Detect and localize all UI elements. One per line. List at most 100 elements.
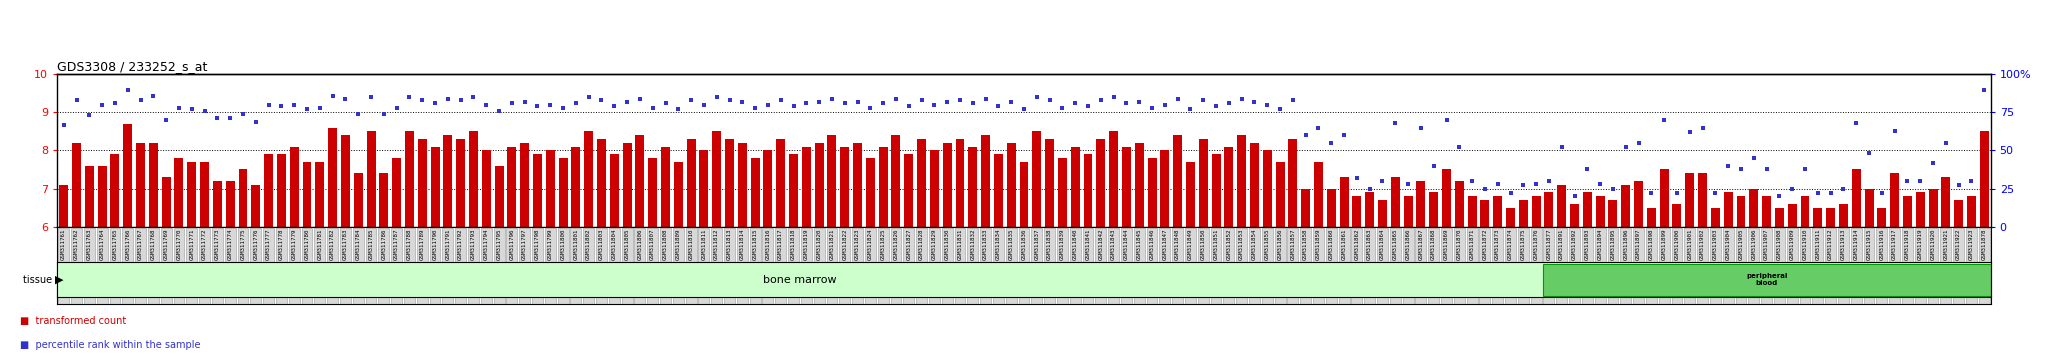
FancyBboxPatch shape	[174, 228, 184, 304]
Text: GSM311859: GSM311859	[1317, 229, 1321, 261]
Text: GSM311802: GSM311802	[586, 229, 592, 261]
FancyBboxPatch shape	[711, 228, 723, 304]
Text: GSM311854: GSM311854	[1251, 229, 1257, 261]
Text: GSM311896: GSM311896	[1624, 229, 1628, 261]
Bar	[264, 154, 272, 227]
FancyBboxPatch shape	[250, 228, 262, 304]
Bar	[1595, 196, 1606, 227]
FancyBboxPatch shape	[1851, 228, 1862, 304]
Bar	[891, 135, 901, 227]
FancyBboxPatch shape	[827, 228, 838, 304]
FancyBboxPatch shape	[72, 228, 82, 304]
FancyBboxPatch shape	[1018, 228, 1030, 304]
FancyBboxPatch shape	[1237, 228, 1247, 304]
Bar	[1403, 196, 1413, 227]
FancyBboxPatch shape	[891, 228, 901, 304]
Text: GSM311845: GSM311845	[1137, 229, 1141, 261]
Text: GSM311872: GSM311872	[1483, 229, 1487, 261]
Bar	[162, 177, 170, 227]
Bar	[1327, 188, 1335, 227]
Text: GSM311780: GSM311780	[305, 229, 309, 261]
Bar	[1583, 192, 1591, 227]
FancyBboxPatch shape	[109, 228, 121, 304]
FancyBboxPatch shape	[199, 228, 211, 304]
Bar	[1288, 139, 1296, 227]
Text: GSM311791: GSM311791	[444, 229, 451, 261]
Text: GSM311796: GSM311796	[510, 229, 514, 261]
FancyBboxPatch shape	[864, 228, 877, 304]
Bar	[827, 135, 836, 227]
FancyBboxPatch shape	[96, 228, 109, 304]
Bar	[135, 143, 145, 227]
Bar	[1391, 177, 1399, 227]
Bar	[1839, 204, 1847, 227]
Bar	[1454, 181, 1464, 227]
Bar	[956, 139, 965, 227]
FancyBboxPatch shape	[1659, 228, 1669, 304]
Bar	[803, 147, 811, 227]
Bar	[1864, 188, 1874, 227]
FancyBboxPatch shape	[879, 228, 889, 304]
FancyBboxPatch shape	[352, 228, 365, 304]
Bar	[1468, 196, 1477, 227]
Bar	[1378, 200, 1386, 227]
Bar	[547, 150, 555, 227]
Text: GSM311895: GSM311895	[1610, 229, 1616, 261]
FancyBboxPatch shape	[1671, 228, 1681, 304]
FancyBboxPatch shape	[1761, 228, 1772, 304]
Text: GSM311799: GSM311799	[547, 229, 553, 261]
FancyBboxPatch shape	[1415, 228, 1425, 304]
Bar	[1147, 158, 1157, 227]
Bar	[174, 158, 184, 227]
FancyBboxPatch shape	[1876, 228, 1888, 304]
Text: GSM311787: GSM311787	[393, 229, 399, 261]
Bar	[1749, 188, 1759, 227]
Bar	[737, 143, 748, 227]
Bar	[289, 147, 299, 227]
FancyBboxPatch shape	[1903, 228, 1913, 304]
FancyBboxPatch shape	[262, 228, 274, 304]
FancyBboxPatch shape	[1493, 228, 1503, 304]
FancyBboxPatch shape	[403, 228, 416, 304]
Text: GSM311789: GSM311789	[420, 229, 424, 261]
FancyBboxPatch shape	[147, 228, 160, 304]
FancyBboxPatch shape	[1108, 228, 1118, 304]
Text: GSM311918: GSM311918	[1905, 229, 1911, 261]
FancyBboxPatch shape	[1442, 228, 1452, 304]
FancyBboxPatch shape	[967, 228, 979, 304]
Bar	[1903, 196, 1913, 227]
Bar	[532, 154, 543, 227]
Text: GSM311873: GSM311873	[1495, 229, 1501, 261]
Bar	[1212, 154, 1221, 227]
Bar	[1942, 177, 1950, 227]
Text: GSM311922: GSM311922	[1956, 229, 1962, 261]
FancyBboxPatch shape	[1352, 228, 1362, 304]
Text: GSM311814: GSM311814	[739, 229, 745, 261]
Bar	[225, 181, 236, 227]
FancyBboxPatch shape	[1864, 228, 1874, 304]
Text: GSM311849: GSM311849	[1188, 229, 1192, 261]
Text: GSM311871: GSM311871	[1470, 229, 1475, 261]
Text: GSM311806: GSM311806	[637, 229, 643, 261]
Bar	[866, 158, 874, 227]
FancyBboxPatch shape	[1608, 228, 1618, 304]
Text: GSM311839: GSM311839	[1061, 229, 1065, 261]
Text: GSM311805: GSM311805	[625, 229, 629, 261]
Bar	[674, 162, 682, 227]
FancyBboxPatch shape	[1069, 228, 1081, 304]
FancyBboxPatch shape	[674, 228, 684, 304]
Text: GSM311773: GSM311773	[215, 229, 219, 261]
FancyBboxPatch shape	[340, 228, 350, 304]
FancyBboxPatch shape	[1339, 228, 1350, 304]
FancyBboxPatch shape	[135, 228, 145, 304]
Bar	[1966, 196, 1976, 227]
Text: GSM311778: GSM311778	[279, 229, 285, 261]
Bar	[854, 143, 862, 227]
Text: GSM311901: GSM311901	[1688, 229, 1692, 261]
Bar	[1249, 143, 1260, 227]
Bar	[1776, 207, 1784, 227]
Text: GSM311832: GSM311832	[971, 229, 975, 261]
FancyBboxPatch shape	[647, 228, 657, 304]
Text: GSM311785: GSM311785	[369, 229, 373, 261]
FancyBboxPatch shape	[1249, 228, 1260, 304]
